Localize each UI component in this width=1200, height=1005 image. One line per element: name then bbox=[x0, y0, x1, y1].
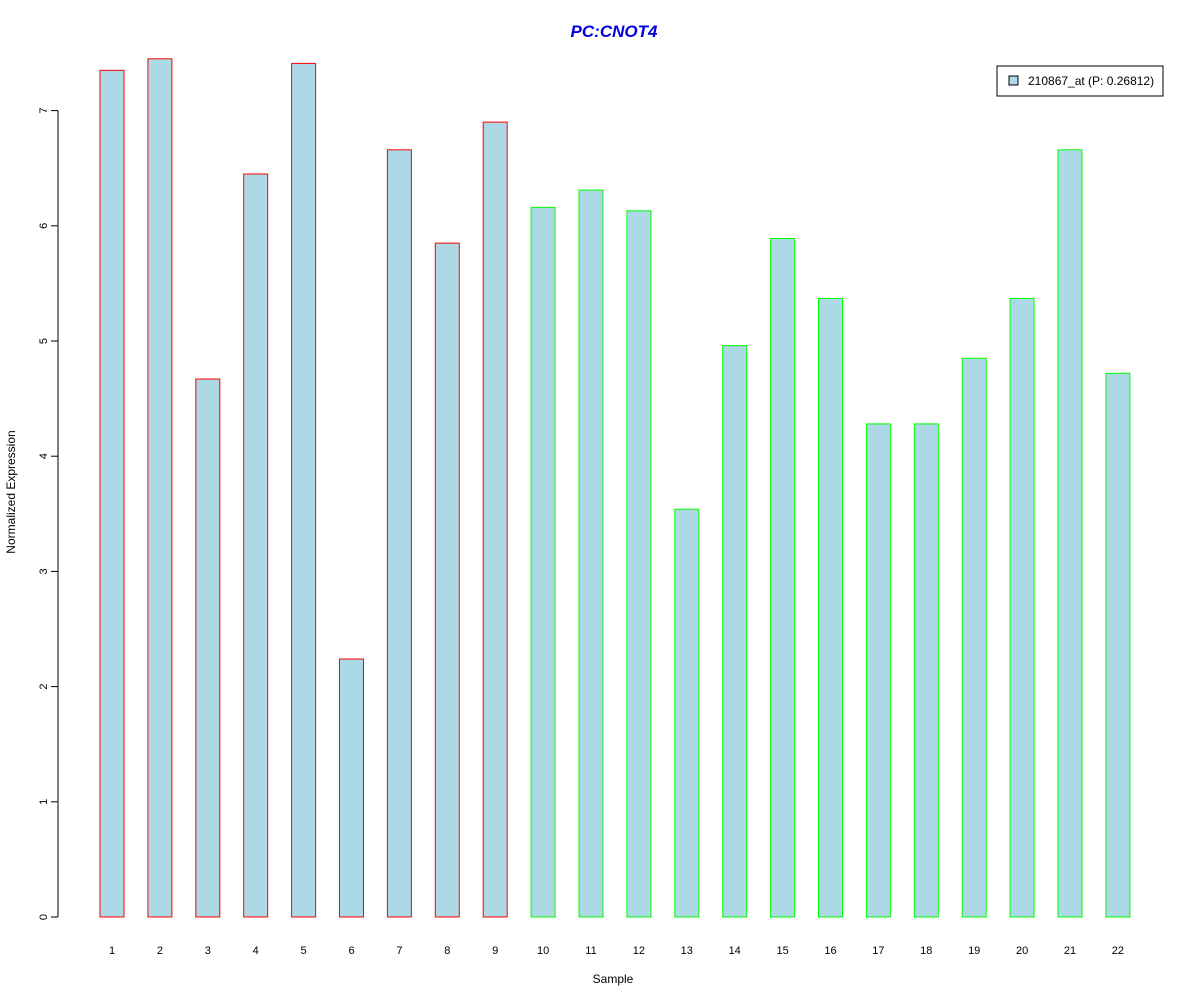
y-tick-label: 6 bbox=[38, 223, 50, 229]
x-axis-title: Sample bbox=[593, 972, 634, 986]
bar-sample-11 bbox=[578, 189, 604, 918]
x-tick-label: 10 bbox=[537, 945, 549, 957]
x-tick-label: 15 bbox=[776, 945, 788, 957]
bars bbox=[99, 58, 1131, 918]
y-axis: 0 1 2 3 4 5 6 7 bbox=[38, 108, 59, 920]
bar-sample-10 bbox=[530, 206, 556, 918]
bar-sample-21 bbox=[1057, 149, 1083, 918]
x-tick-label: 2 bbox=[157, 945, 163, 957]
bar-sample-13 bbox=[674, 508, 700, 918]
legend-label: 210867_at (P: 0.26812) bbox=[1028, 74, 1154, 88]
x-tick-label: 11 bbox=[585, 945, 596, 957]
bar-sample-18 bbox=[913, 423, 939, 918]
x-tick-label: 4 bbox=[253, 945, 259, 957]
x-tick-label: 17 bbox=[872, 945, 884, 957]
x-tick-label: 5 bbox=[301, 945, 307, 957]
y-tick-label: 0 bbox=[38, 914, 50, 920]
bar-sample-4 bbox=[243, 173, 269, 918]
bar-sample-8 bbox=[434, 242, 460, 918]
bar-sample-20 bbox=[1009, 297, 1035, 918]
x-tick-label: 7 bbox=[396, 945, 402, 957]
bar-sample-14 bbox=[722, 345, 748, 918]
x-tick-label: 13 bbox=[681, 945, 693, 957]
x-axis-labels: 1 2 3 4 5 6 7 8 9 10 11 12 13 14 15 16 17 18 19 20 21 22 bbox=[109, 945, 1124, 957]
bar-sample-22 bbox=[1105, 372, 1131, 918]
legend-swatch bbox=[1008, 75, 1019, 86]
y-tick-label: 1 bbox=[38, 799, 50, 805]
bar-sample-19 bbox=[961, 357, 987, 918]
x-tick-label: 1 bbox=[109, 945, 115, 957]
x-tick-label: 9 bbox=[492, 945, 498, 957]
y-tick-label: 5 bbox=[38, 338, 50, 344]
y-axis-title: Normalized Expression bbox=[4, 430, 18, 553]
legend-box bbox=[996, 65, 1164, 97]
bar-sample-2 bbox=[147, 58, 173, 918]
bar-sample-17 bbox=[865, 423, 891, 918]
bar-sample-1 bbox=[99, 69, 125, 918]
bar-sample-7 bbox=[386, 149, 412, 918]
x-tick-label: 14 bbox=[729, 945, 741, 957]
y-tick-label: 4 bbox=[38, 453, 50, 459]
bar-sample-12 bbox=[626, 210, 652, 918]
x-tick-label: 22 bbox=[1112, 945, 1124, 957]
x-tick-label: 16 bbox=[824, 945, 836, 957]
x-tick-label: 18 bbox=[920, 945, 932, 957]
y-tick-label: 3 bbox=[38, 568, 50, 574]
legend: 210867_at (P: 0.26812) bbox=[996, 65, 1164, 97]
x-tick-label: 21 bbox=[1064, 945, 1076, 957]
x-tick-label: 3 bbox=[205, 945, 211, 957]
bar-sample-3 bbox=[195, 378, 221, 918]
y-tick-label: 7 bbox=[38, 108, 50, 114]
x-tick-label: 6 bbox=[348, 945, 354, 957]
x-tick-label: 8 bbox=[444, 945, 450, 957]
x-tick-label: 20 bbox=[1016, 945, 1028, 957]
bar-sample-5 bbox=[291, 62, 317, 918]
x-tick-label: 12 bbox=[633, 945, 645, 957]
y-tick-label: 2 bbox=[38, 684, 50, 690]
bar-sample-15 bbox=[770, 238, 796, 918]
bar-sample-16 bbox=[818, 297, 843, 918]
bar-sample-9 bbox=[482, 121, 508, 918]
chart-title: PC:CNOT4 bbox=[571, 22, 658, 41]
x-tick-label: 19 bbox=[968, 945, 980, 957]
bar-sample-6 bbox=[339, 658, 364, 918]
